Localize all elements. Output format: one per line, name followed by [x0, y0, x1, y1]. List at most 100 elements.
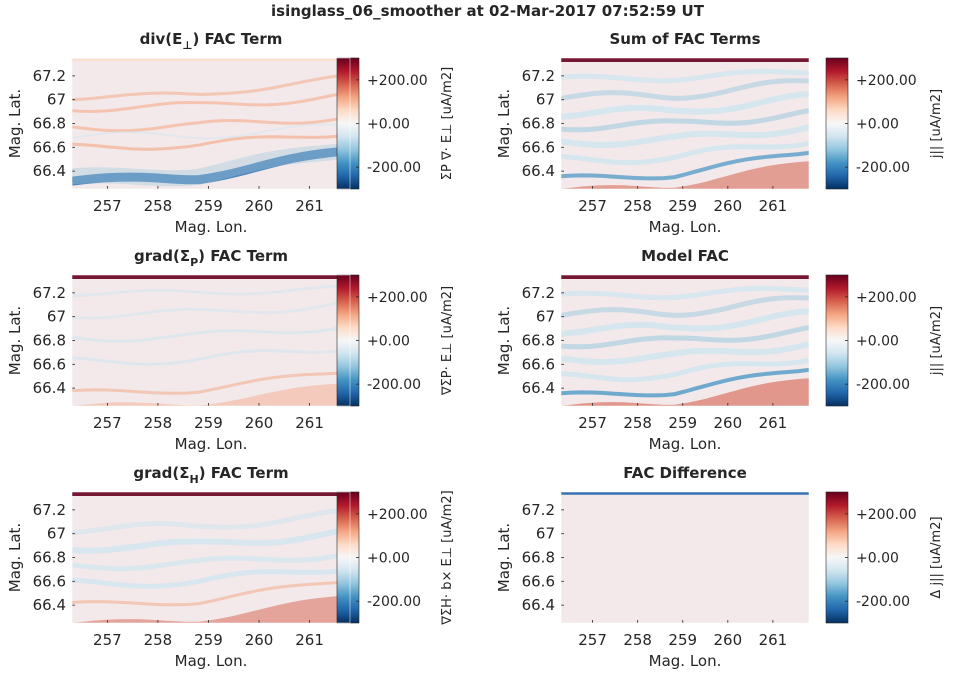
panel-4: 257 258 259 260 261 66.4 66.6 66.8 67 67.2 Mag. Lo…: [495, 247, 944, 453]
y-axis-label: Mag. Lat.: [6, 306, 24, 375]
x-tick-label: 259: [668, 197, 697, 215]
panel-2: 257 258 259 260 261 66.4 66.6 66.8 67 67.2 Mag. Lo…: [495, 30, 944, 236]
colorbar-label: ΣP ∇· E⊥ [uA/m2]: [440, 67, 455, 180]
heatmap-band: [561, 68, 809, 84]
x-tick-label: 259: [668, 631, 697, 649]
heatmap-band: [561, 150, 809, 181]
panel-title: FAC Difference: [623, 464, 747, 482]
heatmap-bands: [72, 275, 350, 406]
axes-frame: [71, 491, 351, 624]
colorbar-tick-label: -200.00: [367, 160, 421, 176]
x-tick-label: 258: [144, 197, 173, 215]
axes-frame: [71, 57, 351, 190]
y-tick-label: 67: [47, 525, 66, 543]
colorbar-tick-label: +0.00: [367, 551, 410, 567]
y-tick-label: 66.8: [33, 549, 66, 567]
heatmap-band: [72, 123, 350, 140]
y-axis-label: Mag. Lat.: [495, 523, 513, 592]
y-tick-label: 66.6: [33, 138, 66, 156]
figure-title: isinglass_06_smoother at 02-Mar-2017 07:…: [271, 2, 704, 20]
x-tick-label: 260: [245, 197, 274, 215]
heatmap-band: [72, 595, 350, 623]
heatmap-band: [561, 161, 809, 189]
x-tick-label: 261: [759, 631, 788, 649]
y-tick-label: 66.6: [33, 355, 66, 373]
y-tick-label: 67.2: [33, 501, 66, 519]
y-tick-label: 66.6: [33, 572, 66, 590]
axes-frame: [560, 57, 810, 190]
heatmap-bands: [72, 59, 350, 187]
colorbar: [825, 491, 849, 624]
colorbar: [825, 274, 849, 407]
colorbar: [336, 274, 360, 407]
x-tick-label: 260: [714, 197, 743, 215]
x-tick-label: 258: [144, 414, 173, 432]
heatmap-band: [72, 507, 350, 535]
heatmap-band: [561, 378, 809, 406]
axes-frame: [560, 274, 810, 407]
heatmap-band: [561, 124, 809, 149]
heatmap-band: [561, 367, 809, 398]
colorbar-label: j|| [uA/m2]: [929, 89, 944, 159]
colorbar: [825, 57, 849, 190]
y-tick-label: 67: [536, 525, 555, 543]
heatmap-band: [72, 567, 350, 589]
heatmap-band: [561, 108, 809, 133]
y-tick-label: 67.2: [33, 67, 66, 85]
heatmap-band: [72, 525, 350, 554]
panel-1: 257 258 259 260 261 66.4 66.6 66.8 67 67.2 Mag. Lo…: [6, 30, 455, 236]
y-tick-label: 67: [47, 308, 66, 326]
colorbar-tick-label: +200.00: [367, 290, 428, 306]
heatmap-bands: [72, 492, 350, 623]
axes-frame: [560, 491, 810, 624]
colorbar-tick-label: +0.00: [367, 117, 410, 133]
colorbar-tick-label: +200.00: [367, 73, 428, 89]
y-axis-label: Mag. Lat.: [6, 89, 24, 158]
colorbar-tick-label: -200.00: [856, 160, 910, 176]
heatmap-band: [561, 308, 809, 337]
x-tick-label: 257: [578, 414, 607, 432]
x-tick-label: 258: [623, 197, 652, 215]
heatmap-band: [72, 146, 350, 186]
y-tick-label: 66.4: [522, 379, 555, 397]
y-tick-label: 67.2: [522, 501, 555, 519]
heatmap-band: [72, 133, 350, 151]
heatmap-band: [561, 141, 809, 166]
heatmap-band: [72, 550, 350, 572]
panel-title: Model FAC: [641, 247, 729, 265]
heatmap-band: [72, 142, 350, 187]
y-tick-label: 67: [47, 91, 66, 109]
panel-5: 257 258 259 260 261 66.4 66.6 66.8 67 67.2 Mag. Lo…: [6, 464, 455, 670]
heatmap-band: [561, 295, 809, 318]
x-axis-label: Mag. Lon.: [175, 435, 248, 453]
x-axis-label: Mag. Lon.: [175, 218, 248, 236]
x-tick-label: 260: [245, 414, 274, 432]
y-tick-label: 66.6: [522, 572, 555, 590]
x-axis-label: Mag. Lon.: [649, 435, 722, 453]
heatmap-bands: [561, 58, 809, 189]
x-tick-label: 257: [93, 414, 122, 432]
y-tick-label: 66.6: [522, 138, 555, 156]
x-tick-label: 257: [93, 631, 122, 649]
heatmap-background: [561, 492, 809, 623]
colorbar-label: Δ j|| [uA/m2]: [929, 516, 944, 598]
y-tick-label: 67.2: [522, 284, 555, 302]
y-axis-label: Mag. Lat.: [495, 306, 513, 375]
axes-frame: [71, 274, 351, 407]
x-tick-label: 259: [668, 414, 697, 432]
x-tick-label: 261: [295, 414, 324, 432]
heatmap-band: [72, 299, 350, 320]
x-tick-label: 261: [759, 197, 788, 215]
y-tick-label: 66.4: [522, 596, 555, 614]
x-tick-label: 260: [714, 631, 743, 649]
colorbar-tick-label: +0.00: [856, 551, 899, 567]
panel-3: 257 258 259 260 261 66.4 66.6 66.8 67 67.2 Mag. Lo…: [6, 247, 455, 453]
colorbar-tick-label: -200.00: [856, 377, 910, 393]
x-tick-label: 257: [93, 197, 122, 215]
y-tick-label: 66.4: [522, 162, 555, 180]
heatmap-band: [72, 324, 350, 343]
heatmap-band: [72, 90, 350, 113]
x-axis-label: Mag. Lon.: [175, 652, 248, 670]
x-tick-label: 257: [578, 631, 607, 649]
